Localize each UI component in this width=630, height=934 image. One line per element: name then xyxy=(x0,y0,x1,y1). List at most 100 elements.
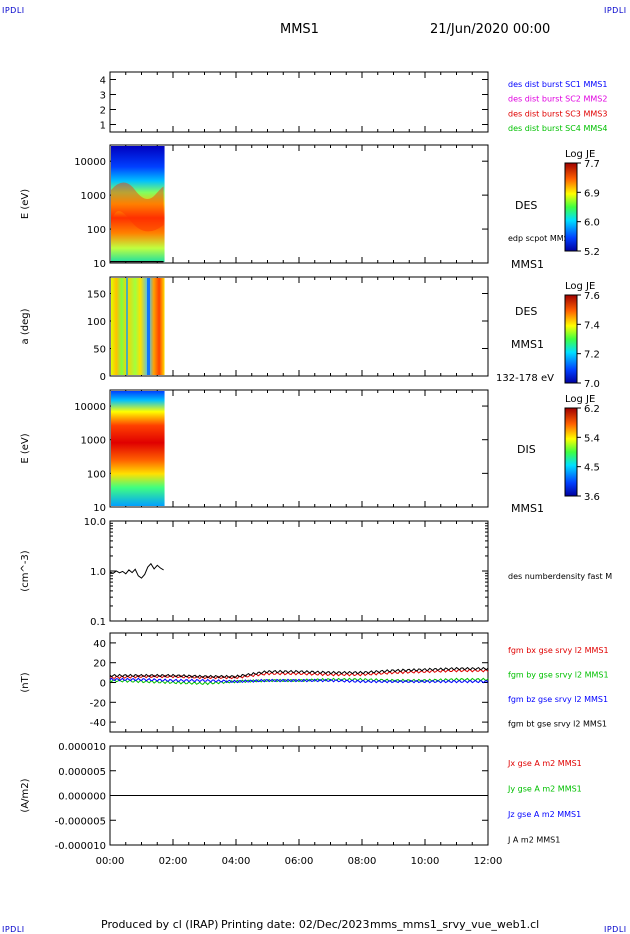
x-tick-label: 02:00 xyxy=(159,856,188,867)
y-tick-label: 4 xyxy=(100,76,106,87)
y-tick-label: 50 xyxy=(93,345,106,356)
y-axis-label: (cm^-3) xyxy=(20,550,31,591)
current-legend-1: Jy gse A m2 MMS1 xyxy=(507,785,582,794)
des-pitch-spectrogram xyxy=(111,278,165,375)
dis-energy-colorbar-bar xyxy=(564,407,578,497)
corner-label-top-right: IPDLI xyxy=(604,6,627,15)
legend-burst-sc3: des dist burst SC3 MMS3 xyxy=(508,109,607,118)
date-title: 21/Jun/2020 00:00 xyxy=(430,22,551,37)
y-tick-label: 100 xyxy=(87,469,106,480)
x-tick-label: 10:00 xyxy=(411,856,440,867)
dis-energy-colorbar-title: Log JE xyxy=(565,394,595,405)
y-tick-label: 20 xyxy=(93,659,106,670)
y-tick-label: 0.000010 xyxy=(58,742,106,753)
y-tick-label: -20 xyxy=(90,698,106,709)
pitch-colorbar-title: Log JE xyxy=(565,281,595,292)
des-energy-colorbar-title: Log JE xyxy=(565,149,595,160)
y-tick-label: 0.000000 xyxy=(58,792,106,803)
dis-energy-colorbar-tick-label: 4.5 xyxy=(584,463,600,474)
x-tick-label: 12:00 xyxy=(474,856,503,867)
y-axis-label: a (deg) xyxy=(20,308,31,344)
scpot-label: edp scpot MMS1 xyxy=(508,234,574,243)
panel-frame-2 xyxy=(109,276,489,377)
dis-species-label: DIS xyxy=(517,443,536,456)
y-tick-label: 1000 xyxy=(81,436,106,447)
y-axis-label: E (eV) xyxy=(20,433,31,463)
y-tick-label: 0.1 xyxy=(90,617,106,628)
pitch-colorbar-tick-label: 7.0 xyxy=(584,379,600,390)
y-tick-label: 0 xyxy=(100,372,106,383)
pitch-stripe xyxy=(126,278,128,375)
x-tick-label: 00:00 xyxy=(96,856,125,867)
y-tick-label: 10 xyxy=(93,259,106,270)
y-tick-label: 10.0 xyxy=(84,517,106,528)
panel-frame-3 xyxy=(109,389,489,508)
y-tick-label: 0.000005 xyxy=(58,767,106,778)
corner-label-bottom-right: IPDLI xyxy=(604,925,627,934)
y-axis-label: (A/m2) xyxy=(20,778,31,812)
current-legend-2: Jz gse A m2 MMS1 xyxy=(507,810,581,819)
dis-energy-colorbar-tick-label: 3.6 xyxy=(584,492,600,503)
des-energy-feature xyxy=(111,182,164,232)
des-energy-spectrogram xyxy=(111,146,165,262)
pitch-colorbar-bar xyxy=(564,294,578,384)
bfield-series-line xyxy=(109,666,489,679)
pitch-colorbar-tick-label: 7.4 xyxy=(584,320,600,331)
des-spacecraft-label: MMS1 xyxy=(511,258,544,271)
des-energy-colorbar-tick-label: 7.7 xyxy=(584,159,600,170)
y-tick-label: 10000 xyxy=(74,402,106,413)
footer-produced-by: Produced by cl (IRAP) xyxy=(101,918,219,931)
y-tick-label: 10000 xyxy=(74,157,106,168)
dis-energy-spectrogram xyxy=(111,391,165,506)
bfield-legend-2: fgm bz gse srvy l2 MMS1 xyxy=(508,695,608,704)
bfield-series-line xyxy=(109,677,489,684)
footer-filename: mms_mms1_srvy_vue_web1.cl xyxy=(370,918,540,931)
x-tick-label: 06:00 xyxy=(285,856,314,867)
bfield-legend-0: fgm bx gse srvy l2 MMS1 xyxy=(508,646,609,655)
footer-printing-date: Printing date: 02/Dec/2023 xyxy=(221,918,370,931)
des-species-label: DES xyxy=(515,199,537,212)
panel-frame-0 xyxy=(109,71,489,133)
y-axis-label: E (eV) xyxy=(20,189,31,219)
y-tick-label: 100 xyxy=(87,317,106,328)
pitch-colorbar-tick-label: 7.2 xyxy=(584,350,600,361)
panel-frame-5 xyxy=(109,632,489,733)
y-tick-label: 2 xyxy=(100,106,106,117)
des-energy-colorbar-tick-label: 6.9 xyxy=(584,188,600,199)
pitch-spacecraft-label: MMS1 xyxy=(511,338,544,351)
current-legend-3: J A m2 MMS1 xyxy=(507,836,560,845)
y-tick-label: 1 xyxy=(100,121,106,132)
dis-energy-colorbar-tick-label: 5.4 xyxy=(584,433,600,444)
y-tick-label: 100 xyxy=(87,225,106,236)
panel-frame-1 xyxy=(109,144,489,264)
bfield-series-line xyxy=(109,668,489,680)
bfield-legend-3: fgm bt gse srvy l2 MMS1 xyxy=(508,720,607,729)
y-tick-label: -0.000010 xyxy=(55,841,106,852)
pitch-species-label: DES xyxy=(515,305,537,318)
pitch-stripe xyxy=(147,278,150,375)
des-energy-colorbar-tick-label: 5.2 xyxy=(584,247,600,258)
dis-energy-colorbar-tick-label: 6.2 xyxy=(584,404,600,415)
dis-spacecraft-label: MMS1 xyxy=(511,502,544,515)
x-tick-label: 04:00 xyxy=(222,856,251,867)
pitch-colorbar-tick-label: 7.6 xyxy=(584,291,600,302)
density-series-line xyxy=(109,562,164,579)
legend-burst-sc4: des dist burst SC4 MMS4 xyxy=(508,124,607,133)
density-legend: des numberdensity fast M xyxy=(508,572,612,581)
y-axis-label: (nT) xyxy=(20,672,31,692)
spacecraft-title: MMS1 xyxy=(280,22,319,37)
y-tick-label: 3 xyxy=(100,91,106,102)
current-legend-0: Jx gse A m2 MMS1 xyxy=(507,759,582,768)
panel-frame-4 xyxy=(109,520,489,622)
legend-burst-sc1: des dist burst SC1 MMS1 xyxy=(508,80,607,89)
des-energy-colorbar-bar xyxy=(564,162,578,252)
y-tick-label: 150 xyxy=(87,290,106,301)
y-tick-label: 10 xyxy=(93,503,106,514)
legend-burst-sc2: des dist burst SC2 MMS2 xyxy=(508,95,607,104)
y-tick-label: 1000 xyxy=(81,191,106,202)
corner-label-bottom-left: IPDLI xyxy=(2,925,25,934)
des-energy-colorbar-tick-label: 6.0 xyxy=(584,218,600,229)
y-tick-label: -40 xyxy=(90,718,106,729)
y-tick-label: 40 xyxy=(93,639,106,650)
